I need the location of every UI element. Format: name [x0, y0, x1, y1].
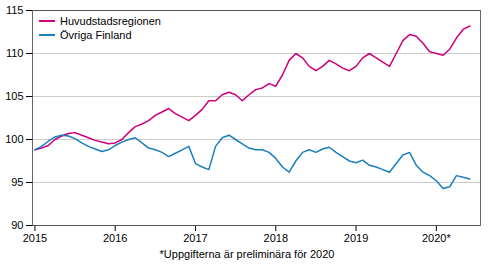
html-text:*Uppgifterna är preliminära fö: *Uppgifterna är preliminära för 2020: [159, 248, 335, 260]
html-text:Övriga Finland: Övriga Finland: [60, 29, 132, 41]
svg-text:95: 95: [11, 176, 23, 188]
svg-text:2019: 2019: [344, 232, 368, 244]
svg-text:110: 110: [6, 47, 24, 59]
svg-text:2016: 2016: [103, 232, 127, 244]
svg-text:2015: 2015: [23, 232, 47, 244]
svg-text:2020*: 2020*: [422, 232, 451, 244]
svg-text:2017: 2017: [183, 232, 207, 244]
svg-text:90: 90: [11, 219, 23, 231]
html-text:Huvudstadsregionen: Huvudstadsregionen: [60, 15, 161, 27]
svg-text:115: 115: [6, 4, 24, 16]
svg-text:2018: 2018: [264, 232, 288, 244]
svg-text:105: 105: [5, 90, 23, 102]
svg-text:100: 100: [5, 133, 23, 145]
